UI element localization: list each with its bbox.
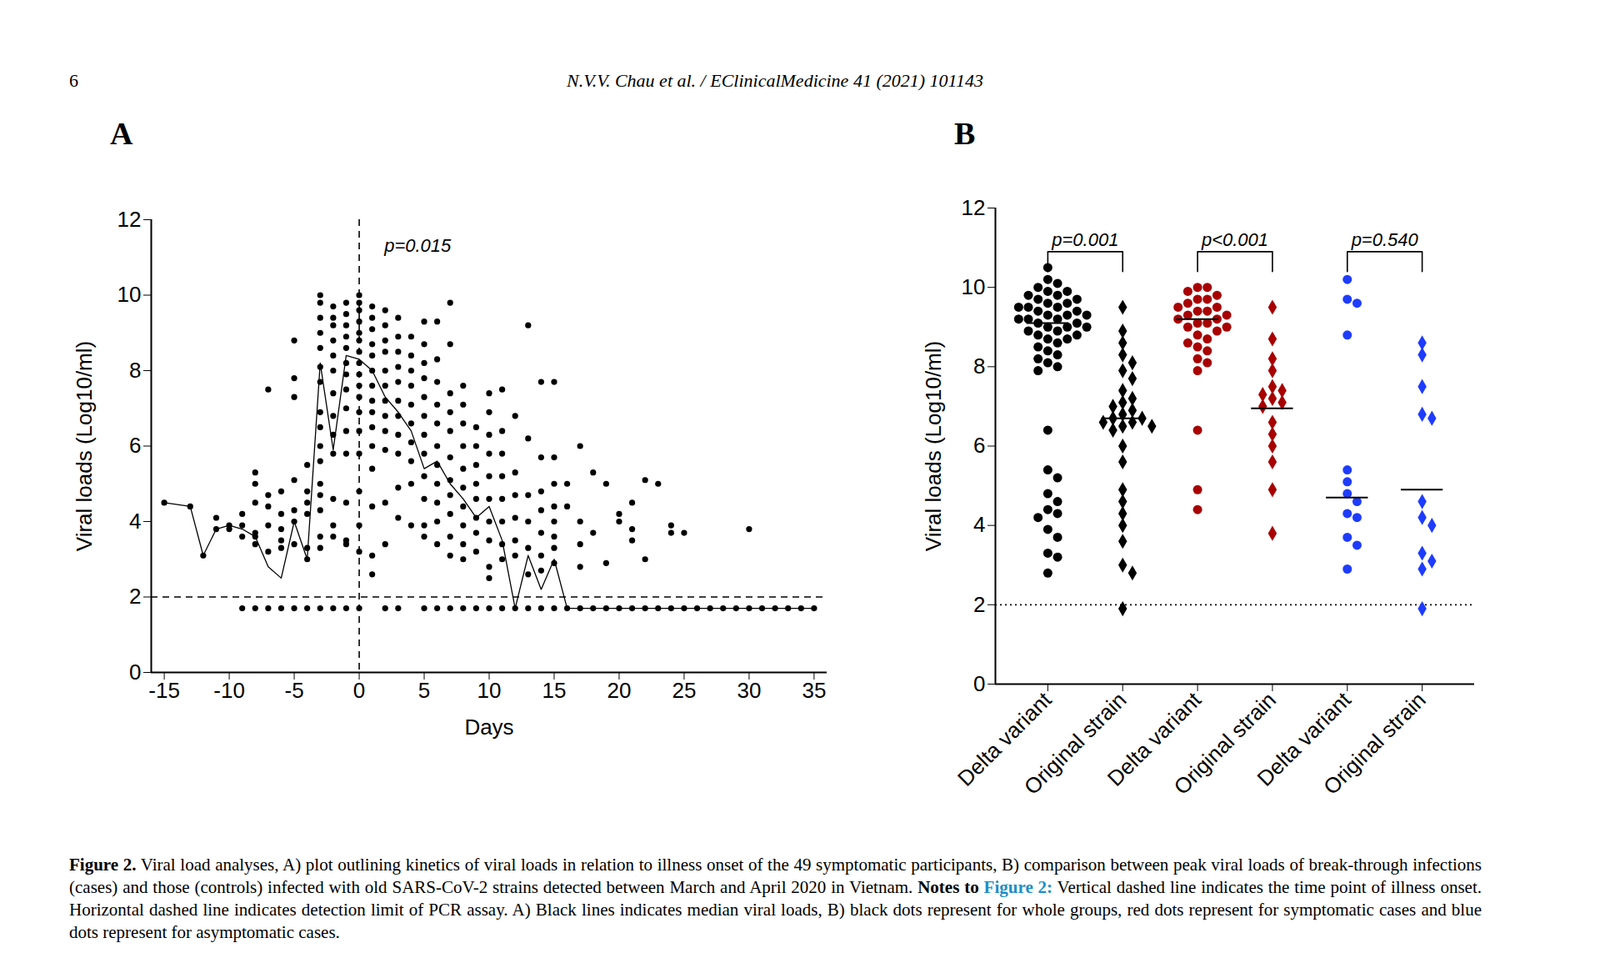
svg-text:0: 0 bbox=[353, 677, 365, 703]
svg-text:10: 10 bbox=[961, 274, 986, 300]
svg-text:p<0.001: p<0.001 bbox=[1200, 229, 1269, 250]
svg-text:15: 15 bbox=[542, 677, 567, 703]
html-text:Figure 2. Viral load analyses,: Figure 2. Viral load analyses, A) plot o… bbox=[69, 854, 1482, 942]
svg-text:6: 6 bbox=[129, 432, 141, 458]
svg-text:Original strain: Original strain bbox=[1018, 686, 1132, 800]
svg-text:p=0.015: p=0.015 bbox=[383, 235, 452, 256]
html-text:B: B bbox=[954, 115, 976, 151]
svg-text:0: 0 bbox=[973, 670, 985, 696]
svg-text:Viral loads (Log10/ml): Viral loads (Log10/ml) bbox=[920, 340, 946, 551]
svg-text:20: 20 bbox=[607, 677, 632, 703]
svg-text:Delta variant: Delta variant bbox=[1252, 686, 1356, 791]
html-text:A: A bbox=[110, 115, 133, 151]
svg-text:8: 8 bbox=[973, 353, 985, 379]
svg-text:2: 2 bbox=[129, 583, 141, 609]
svg-text:5: 5 bbox=[418, 677, 430, 703]
svg-text:10: 10 bbox=[477, 677, 502, 703]
svg-text:Delta variant: Delta variant bbox=[1102, 686, 1206, 791]
svg-text:-10: -10 bbox=[213, 677, 245, 703]
svg-text:12: 12 bbox=[117, 206, 142, 232]
svg-text:10: 10 bbox=[117, 281, 142, 307]
svg-text:Delta variant: Delta variant bbox=[952, 686, 1057, 791]
html-text:6: 6 bbox=[69, 70, 79, 91]
svg-text:Viral loads (Log10/ml): Viral loads (Log10/ml) bbox=[71, 340, 97, 551]
svg-text:0: 0 bbox=[129, 659, 141, 685]
svg-text:p=0.001: p=0.001 bbox=[1050, 229, 1119, 250]
svg-text:4: 4 bbox=[973, 511, 985, 537]
svg-text:25: 25 bbox=[671, 677, 696, 703]
svg-text:-5: -5 bbox=[284, 677, 304, 703]
svg-text:35: 35 bbox=[801, 677, 826, 703]
svg-text:4: 4 bbox=[129, 508, 141, 534]
svg-text:6: 6 bbox=[973, 432, 985, 458]
svg-text:2: 2 bbox=[973, 591, 985, 617]
html-text:N.V.V. Chau et al. / EClinical: N.V.V. Chau et al. / EClinicalMedicine 4… bbox=[566, 70, 984, 91]
svg-text:8: 8 bbox=[129, 357, 141, 383]
svg-text:Days: Days bbox=[464, 714, 514, 740]
svg-text:-15: -15 bbox=[148, 677, 180, 703]
svg-text:Original strain: Original strain bbox=[1168, 686, 1281, 800]
svg-text:Original strain: Original strain bbox=[1318, 686, 1431, 800]
svg-text:p=0.540: p=0.540 bbox=[1350, 229, 1420, 250]
svg-text:30: 30 bbox=[736, 677, 761, 703]
svg-text:12: 12 bbox=[961, 195, 986, 220]
